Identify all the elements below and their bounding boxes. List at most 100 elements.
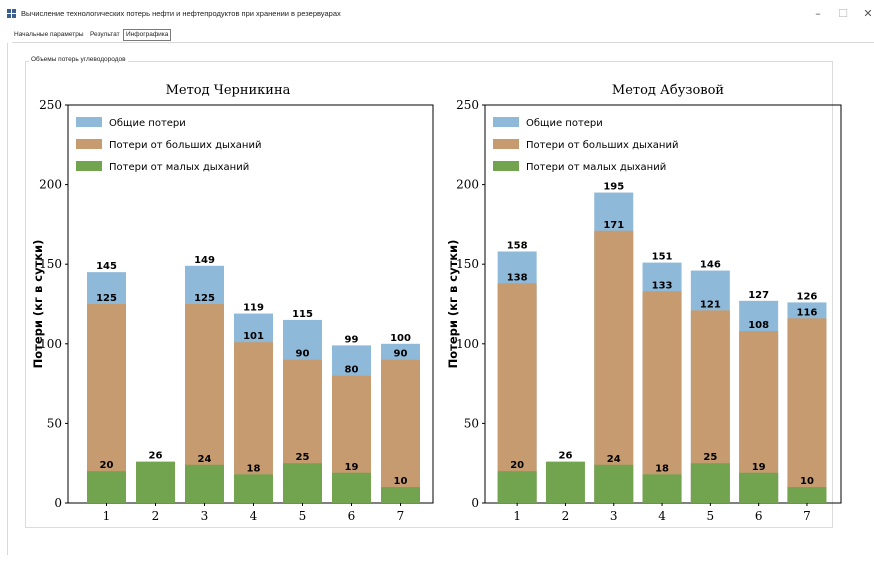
chart-1-xtick-label: 5 <box>299 509 307 523</box>
chart-2-xtick-label: 2 <box>562 509 570 523</box>
chart-1-label-total: 145 <box>96 261 117 272</box>
chart-1-label-big-breaths: 90 <box>296 349 310 360</box>
chart-1-ytick-label: 200 <box>39 178 62 192</box>
app-grid-icon <box>7 9 17 19</box>
chart-1-label-big-breaths: 125 <box>96 293 117 304</box>
chart-2-xtick-label: 4 <box>658 509 666 523</box>
chart-2-legend-label: Общие потери <box>526 118 603 129</box>
chart-2-legend-swatch <box>493 139 519 149</box>
chart-1-ytick-label: 0 <box>54 496 62 510</box>
chart-1-label-big-breaths: 101 <box>243 331 264 342</box>
chart-1-label-small-breaths: 25 <box>296 452 310 463</box>
chart-2-ylabel: Потери (кг в сутки) <box>446 240 460 369</box>
chart-2-ytick-label: 0 <box>471 496 479 510</box>
chart-1-xtick-label: 7 <box>397 509 405 523</box>
chart-1-xtick-label: 3 <box>201 509 209 523</box>
chart-1-xtick-label: 2 <box>152 509 160 523</box>
chart-2-label-small-breaths: 26 <box>558 451 572 462</box>
chart-1-ytick-label: 150 <box>39 257 62 271</box>
chart-2-label-total: 158 <box>507 240 528 251</box>
chart-1-label-small-breaths: 18 <box>247 463 261 474</box>
chart-2-label-small-breaths: 18 <box>655 463 669 474</box>
chart-1-bar-big-breaths <box>87 304 126 503</box>
chart-1-label-total: 115 <box>292 309 313 320</box>
title-bar: Вычисление технологических потерь нефти … <box>0 0 874 27</box>
chart-2-bar-big-breaths <box>594 230 634 503</box>
chart-1-xtick-label: 6 <box>348 509 356 523</box>
chart-2-ytick-label: 150 <box>456 257 479 271</box>
chart-1-legend-label: Потери от малых дыханий <box>109 162 249 173</box>
chart-1-bar-big-breaths <box>381 359 420 503</box>
chart-2-bar-big-breaths <box>787 318 827 503</box>
chart-2-label-big-breaths: 116 <box>797 307 818 318</box>
chart-2-bar-small-breaths <box>739 472 779 503</box>
chart-2-label-big-breaths: 133 <box>652 280 673 291</box>
chart-2-bar-big-breaths <box>642 291 682 503</box>
chart-1-label-small-breaths: 26 <box>149 451 163 462</box>
chart-1-ytick-label: 250 <box>39 98 62 112</box>
chart-2-xtick-label: 6 <box>755 509 763 523</box>
chart-1-ylabel: Потери (кг в сутки) <box>31 240 45 369</box>
chart-2-xtick-label: 3 <box>610 509 618 523</box>
chart-2-bar-small-breaths <box>690 463 730 503</box>
tab-divider <box>12 42 874 43</box>
chart-2-legend-label: Потери от больших дыханий <box>526 140 678 151</box>
chart-1-label-small-breaths: 24 <box>198 454 212 465</box>
chart-2-xtick-label: 7 <box>803 509 811 523</box>
tab-result[interactable]: Результат <box>90 31 120 38</box>
chart-1-label-total: 119 <box>243 303 264 314</box>
chart-2-legend-swatch <box>493 161 519 171</box>
tab-page-infographics <box>7 43 868 555</box>
chart-1-label-big-breaths: 80 <box>345 365 359 376</box>
chart-1-bar-small-breaths <box>87 471 126 503</box>
chart-2-ytick-label: 200 <box>456 178 479 192</box>
chart-2-bar-small-breaths <box>497 471 537 503</box>
groupbox-title: Объемы потерь углеводородов <box>29 56 128 63</box>
chart-1-label-small-breaths: 20 <box>100 460 114 471</box>
maximize-button[interactable]: ☐ <box>838 7 848 20</box>
chart-2-legend-label: Потери от малых дыханий <box>526 162 666 173</box>
chart-2-xtick-label: 5 <box>707 509 715 523</box>
chart-2-label-big-breaths: 108 <box>748 320 769 331</box>
chart-1-bar-small-breaths <box>332 472 371 503</box>
chart-2-label-total: 195 <box>603 182 624 193</box>
chart-2-ytick-label: 250 <box>456 98 479 112</box>
chart-1-label-total: 99 <box>345 334 359 345</box>
chart-2-label-small-breaths: 20 <box>510 460 524 471</box>
chart-2-label-big-breaths: 138 <box>507 272 528 283</box>
losses-groupbox <box>25 61 833 528</box>
chart-2-label-total: 151 <box>652 252 673 263</box>
chart-1-label-total: 149 <box>194 255 215 266</box>
chart-2-label-total: 127 <box>748 290 769 301</box>
chart-1-legend-swatch <box>76 117 102 127</box>
minimize-button[interactable]: – <box>815 7 821 20</box>
tab-bar: Начальные параметры Результат Инфографик… <box>0 28 874 42</box>
window-title: Вычисление технологических потерь нефти … <box>21 9 341 18</box>
chart-2-label-total: 126 <box>797 291 818 302</box>
chart-1-bar-small-breaths <box>234 474 273 503</box>
chart-1-ytick-label: 100 <box>39 337 62 351</box>
chart-1-title: Метод Черникина <box>166 83 291 98</box>
chart-1-label-big-breaths: 125 <box>194 293 215 304</box>
tab-infographics[interactable]: Инфографика <box>123 29 172 41</box>
chart-1-xtick-label: 1 <box>103 509 111 523</box>
chart-1-label-small-breaths: 19 <box>345 462 359 473</box>
chart-2-bar-small-breaths <box>787 487 827 503</box>
close-button[interactable]: ✕ <box>863 7 873 20</box>
chart-2-title: Метод Абузовой <box>612 83 724 98</box>
chart-1-bar-small-breaths <box>283 463 322 503</box>
chart-1-label-big-breaths: 90 <box>394 349 408 360</box>
tab-initial-params[interactable]: Начальные параметры <box>14 31 84 38</box>
chart-2-label-total: 146 <box>700 260 721 271</box>
chart-1-bar-small-breaths <box>185 464 224 503</box>
chart-1-label-total: 100 <box>390 333 411 344</box>
chart-2-bar-big-breaths <box>497 283 537 503</box>
chart-2-ytick-label: 100 <box>456 337 479 351</box>
chart-1-legend-swatch <box>76 139 102 149</box>
chart-2-label-big-breaths: 171 <box>603 220 624 231</box>
chart-2-bar-small-breaths <box>545 461 585 503</box>
chart-1-xtick-label: 4 <box>250 509 258 523</box>
chart-1-legend-swatch <box>76 161 102 171</box>
chart-2-ytick-label: 50 <box>464 416 479 430</box>
